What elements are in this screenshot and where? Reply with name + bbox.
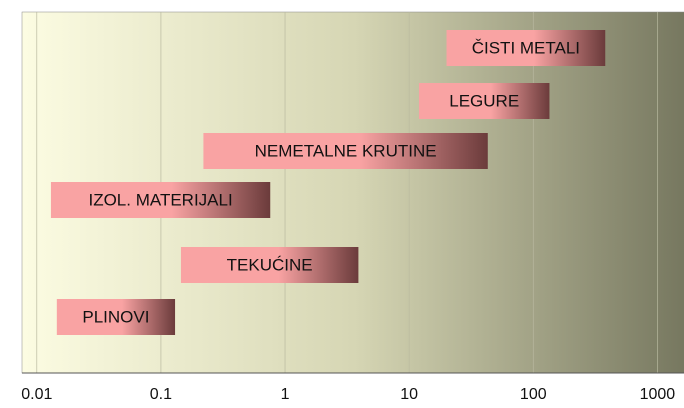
range-bar (446, 30, 606, 66)
bar-label: ČISTI METALI (472, 38, 580, 57)
range-bar (50, 182, 271, 218)
bar-label: PLINOVI (82, 307, 149, 326)
bar-label: NEMETALNE KRUTINE (255, 141, 437, 160)
bar-label: IZOL. MATERIJALI (88, 190, 232, 209)
x-tick-label: 1000 (640, 386, 676, 403)
range-bar (203, 133, 488, 169)
range-bar (56, 299, 176, 335)
x-tick-label: 1 (281, 386, 290, 403)
bar-label: TEKUĆINE (227, 255, 313, 274)
range-bar (418, 83, 550, 119)
bar-label: LEGURE (449, 91, 519, 110)
x-tick-label: 0.01 (21, 386, 52, 403)
x-tick-label: 10 (400, 386, 418, 403)
x-tick-label: 0.1 (150, 386, 172, 403)
x-tick-label: 100 (520, 386, 547, 403)
range-bar (180, 247, 359, 283)
